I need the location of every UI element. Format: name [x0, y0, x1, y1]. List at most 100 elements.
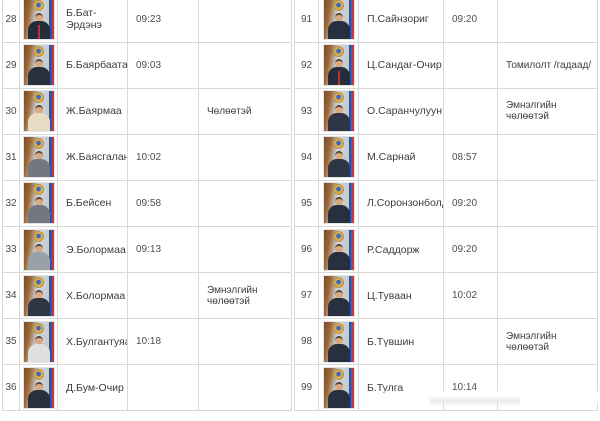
member-photo — [322, 366, 355, 409]
photo-cell — [20, 134, 58, 180]
member-photo — [22, 182, 55, 225]
table-row[interactable]: 35 Х.Булгантуяа 10:18 — [3, 319, 292, 366]
arrival-time — [128, 365, 199, 411]
status-label — [498, 273, 598, 319]
member-name: Х.Болормаа — [58, 273, 128, 319]
table-row[interactable]: 30 Ж.Баярмаа Чөлөөтэй — [3, 88, 292, 135]
arrival-time: 09:03 — [128, 42, 199, 88]
member-photo — [22, 136, 55, 179]
member-photo — [322, 44, 355, 87]
member-name: Ц.Сандаг-Очир — [359, 42, 444, 88]
table-row[interactable]: 99 Б.Тулга 10:14 — [295, 365, 598, 412]
row-number: 36 — [3, 365, 20, 411]
table-row[interactable]: 97 Ц.Туваан 10:02 — [295, 273, 598, 320]
member-name: Б.Баярбаатар — [58, 42, 128, 88]
status-label — [199, 319, 292, 365]
member-photo — [322, 182, 355, 225]
status-label: Чөлөөтэй — [199, 88, 292, 134]
arrival-time — [444, 319, 498, 365]
mongolian-flag-stripe — [348, 275, 354, 316]
state-emblem-icon — [333, 47, 343, 57]
photo-cell — [20, 226, 58, 273]
mongolian-flag-stripe — [48, 321, 54, 362]
row-number: 98 — [295, 319, 319, 365]
arrival-time: 09:20 — [444, 180, 498, 226]
table-row[interactable]: 36 Д.Бум-Очир — [3, 365, 292, 412]
row-number: 32 — [3, 180, 20, 226]
table-row[interactable]: 95 Л.Соронзонболд 09:20 — [295, 180, 598, 227]
status-label — [199, 365, 292, 411]
member-name: Б.Бат-Эрдэнэ — [58, 0, 128, 42]
photo-cell — [20, 365, 58, 411]
table-row[interactable]: 98 Б.Түвшин Эмнэлгийн чөлөөтэй — [295, 319, 598, 366]
row-number: 94 — [295, 134, 319, 180]
row-number: 30 — [3, 88, 20, 134]
mongolian-flag-stripe — [348, 367, 354, 408]
state-emblem-icon — [33, 323, 43, 333]
member-name: Ж.Баярмаа — [58, 88, 128, 134]
table-row[interactable]: 91 П.Сайнзориг 09:20 — [295, 0, 598, 43]
table-row[interactable]: 34 Х.Болормаа Эмнэлгийн чөлөөтэй — [3, 273, 292, 320]
arrival-time: 10:02 — [128, 134, 199, 180]
mongolian-flag-stripe — [48, 0, 54, 40]
photo-cell — [20, 42, 58, 88]
row-number: 31 — [3, 134, 20, 180]
table-row[interactable]: 96 Р.Саддорж 09:20 — [295, 226, 598, 274]
status-label — [498, 365, 598, 411]
mongolian-flag-stripe — [348, 183, 354, 224]
arrival-time — [444, 88, 498, 134]
arrival-time: 09:13 — [128, 226, 199, 273]
member-name: Б.Бейсен — [58, 180, 128, 226]
state-emblem-icon — [333, 231, 343, 241]
arrival-time: 09:20 — [444, 226, 498, 273]
member-name: Д.Бум-Очир — [58, 365, 128, 411]
photo-cell — [319, 226, 359, 273]
arrival-time: 10:02 — [444, 273, 498, 319]
mongolian-flag-stripe — [348, 137, 354, 178]
photo-cell — [20, 88, 58, 134]
state-emblem-icon — [33, 277, 43, 287]
member-name: Х.Булгантуяа — [58, 319, 128, 365]
table-row[interactable]: 94 М.Сарнай 08:57 — [295, 134, 598, 181]
photo-cell — [20, 180, 58, 226]
member-photo — [22, 228, 55, 271]
row-number: 35 — [3, 319, 20, 365]
photo-cell — [319, 180, 359, 226]
table-row[interactable]: 93 О.Саранчулуун Эмнэлгийн чөлөөтэй — [295, 88, 598, 135]
person-silhouette — [27, 59, 50, 86]
arrival-time: 10:18 — [128, 319, 199, 365]
row-number: 93 — [295, 88, 319, 134]
row-number: 29 — [3, 42, 20, 88]
state-emblem-icon — [33, 1, 43, 11]
arrival-time — [128, 88, 199, 134]
member-name: П.Сайнзориг — [359, 0, 444, 42]
person-silhouette — [327, 381, 350, 408]
state-emblem-icon — [33, 185, 43, 195]
state-emblem-icon — [33, 93, 43, 103]
member-name: Б.Түвшин — [359, 319, 444, 365]
mongolian-flag-stripe — [48, 229, 54, 270]
table-row[interactable]: 28 Б.Бат-Эрдэнэ 09:23 — [3, 0, 292, 43]
status-label: Эмнэлгийн чөлөөтэй — [498, 319, 598, 365]
table-row[interactable]: 32 Б.Бейсен 09:58 — [3, 180, 292, 227]
person-silhouette — [327, 335, 350, 362]
member-photo — [322, 136, 355, 179]
member-photo — [22, 90, 55, 133]
member-photo — [22, 0, 55, 41]
member-photo — [322, 0, 355, 41]
member-name: Ж.Баясгалан — [58, 134, 128, 180]
member-name: Л.Соронзонболд — [359, 180, 444, 226]
table-row[interactable]: 33 Э.Болормаа 09:13 — [3, 226, 292, 274]
table-row[interactable]: 31 Ж.Баясгалан 10:02 — [3, 134, 292, 181]
arrival-time: 10:14 — [444, 365, 498, 411]
photo-cell — [319, 134, 359, 180]
table-row[interactable]: 92 Ц.Сандаг-Очир Томилолт /гадаад/ — [295, 42, 598, 89]
photo-cell — [20, 273, 58, 319]
status-label — [199, 180, 292, 226]
state-emblem-icon — [333, 93, 343, 103]
person-silhouette — [327, 105, 350, 132]
table-row[interactable]: 29 Б.Баярбаатар 09:03 — [3, 42, 292, 89]
status-label — [498, 0, 598, 42]
arrival-time: 09:23 — [128, 0, 199, 42]
status-label — [498, 134, 598, 180]
